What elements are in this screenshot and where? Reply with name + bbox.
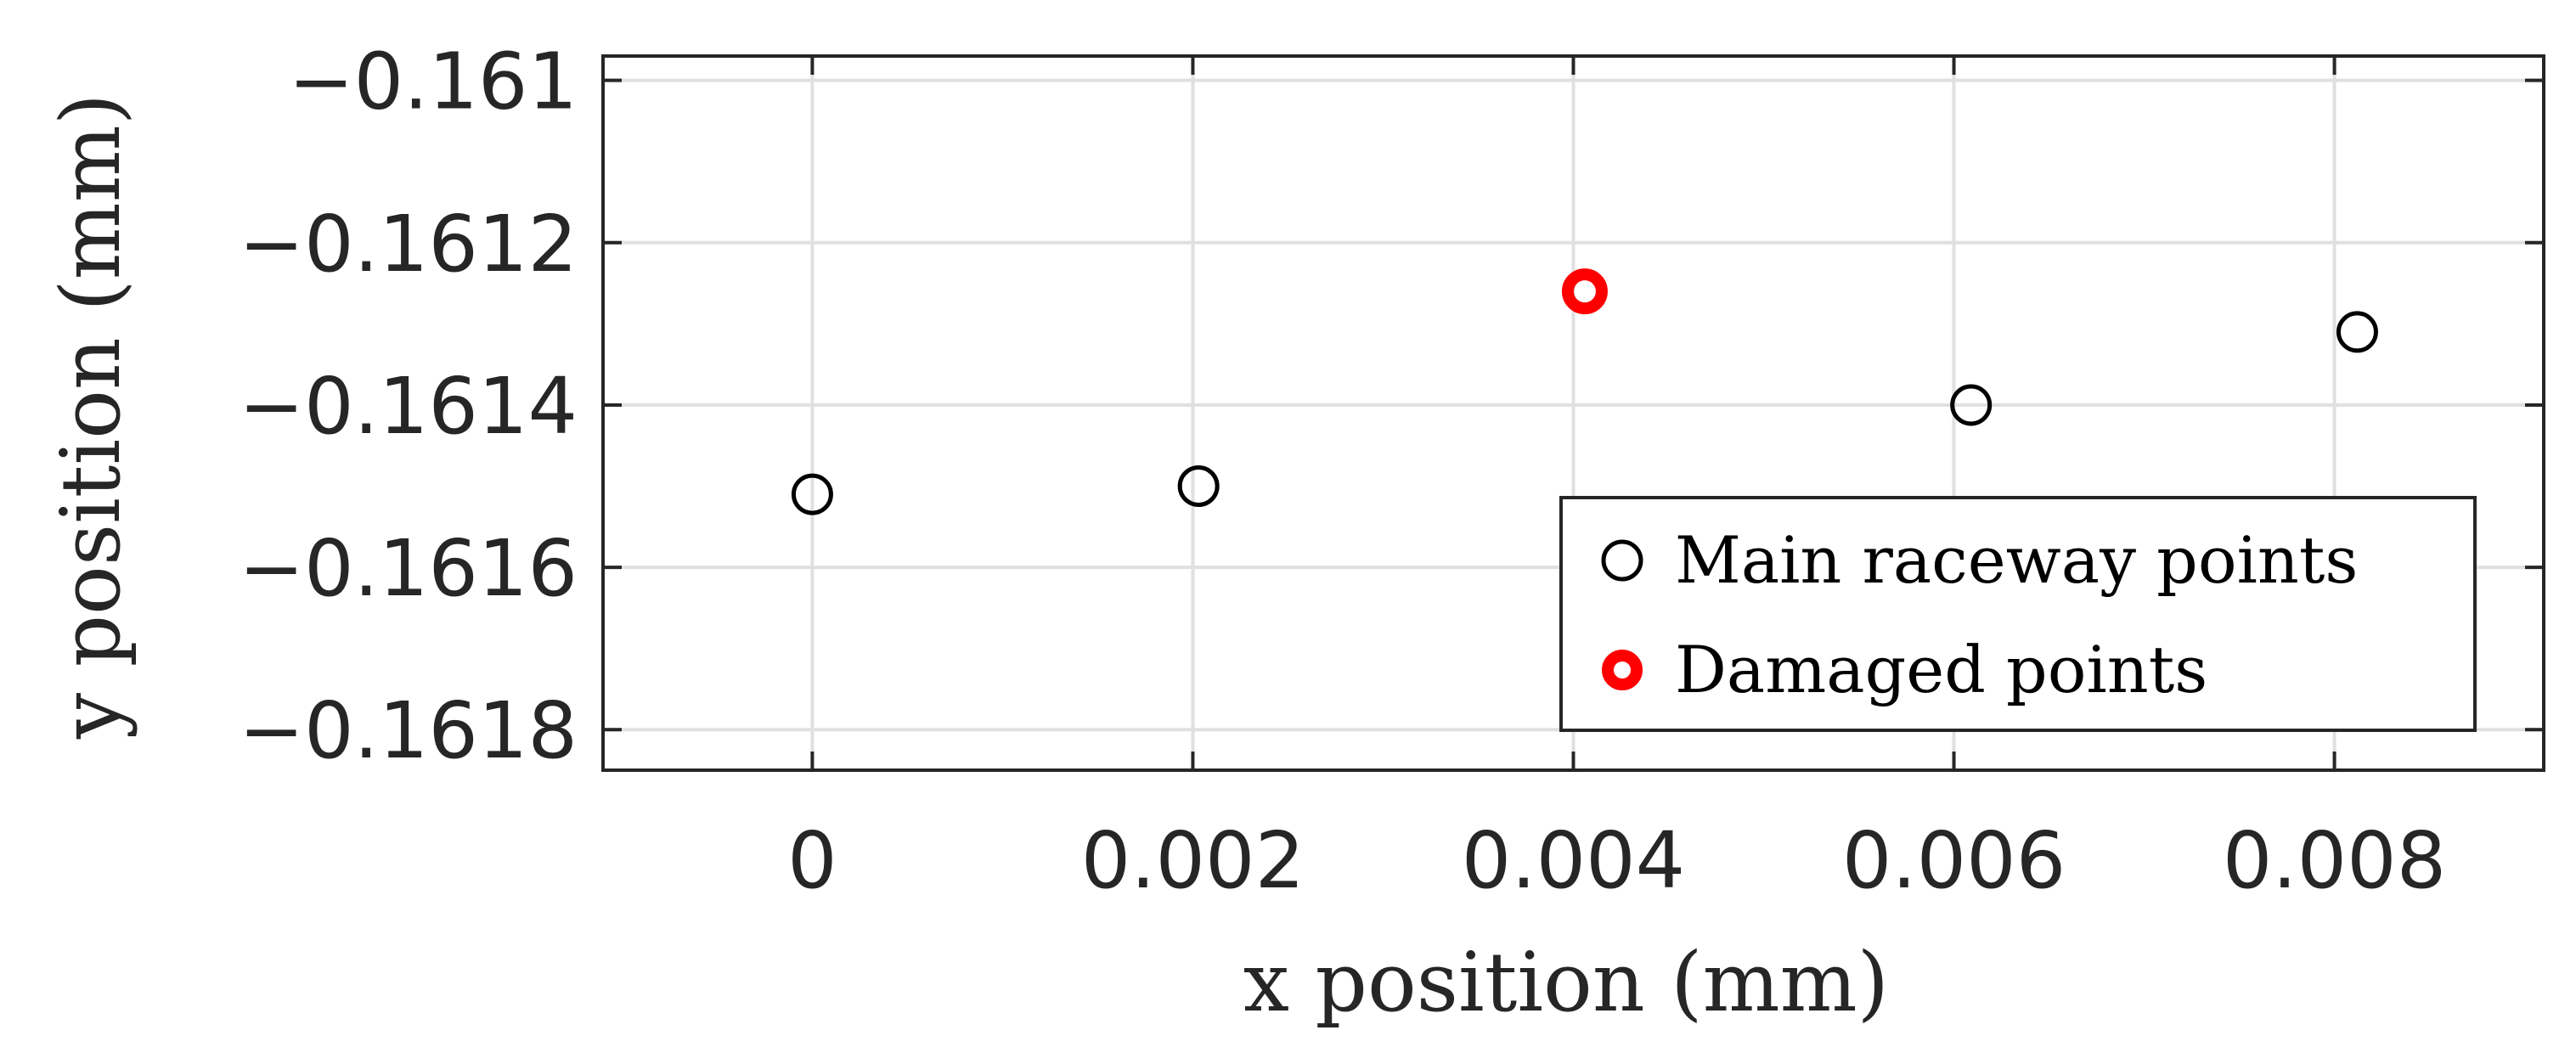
main-raceway-point xyxy=(791,473,833,515)
axis-ticks xyxy=(603,56,2544,770)
legend: Main raceway points Damaged points xyxy=(1559,496,2477,732)
y-axis-label: y position (mm) xyxy=(43,93,138,740)
y-tick-label: −0.161 xyxy=(289,37,578,127)
data-markers xyxy=(791,268,2378,515)
y-tick-label: −0.1614 xyxy=(239,361,578,452)
legend-marker-damaged-points xyxy=(1602,650,1643,690)
x-tick-label: 0.002 xyxy=(1081,815,1305,906)
legend-label-main-raceway-points: Main raceway points xyxy=(1675,522,2358,598)
x-tick-label: 0.004 xyxy=(1462,815,1685,906)
x-tick-label: 0.008 xyxy=(2223,815,2446,906)
y-tick-label: −0.1616 xyxy=(239,523,578,614)
legend-marker-main-raceway-points xyxy=(1601,539,1643,582)
x-axis-label: x position (mm) xyxy=(1243,935,1889,1030)
y-tick-labels: −0.161 −0.1612 −0.1614 −0.1616 −0.1618 xyxy=(239,37,578,777)
legend-label-damaged-points: Damaged points xyxy=(1675,632,2207,707)
damaged-point xyxy=(1561,268,1608,315)
main-raceway-point xyxy=(1950,384,1993,426)
x-tick-label: 0 xyxy=(787,815,837,906)
legend-box xyxy=(1559,496,2477,732)
y-tick-label: −0.1618 xyxy=(239,685,578,776)
x-tick-label: 0.006 xyxy=(1842,815,2066,906)
main-raceway-point xyxy=(2336,311,2378,353)
main-raceway-point xyxy=(1177,465,1220,508)
x-tick-labels: 0 0.002 0.004 0.006 0.008 xyxy=(787,815,2446,906)
y-tick-label: −0.1612 xyxy=(239,199,578,290)
